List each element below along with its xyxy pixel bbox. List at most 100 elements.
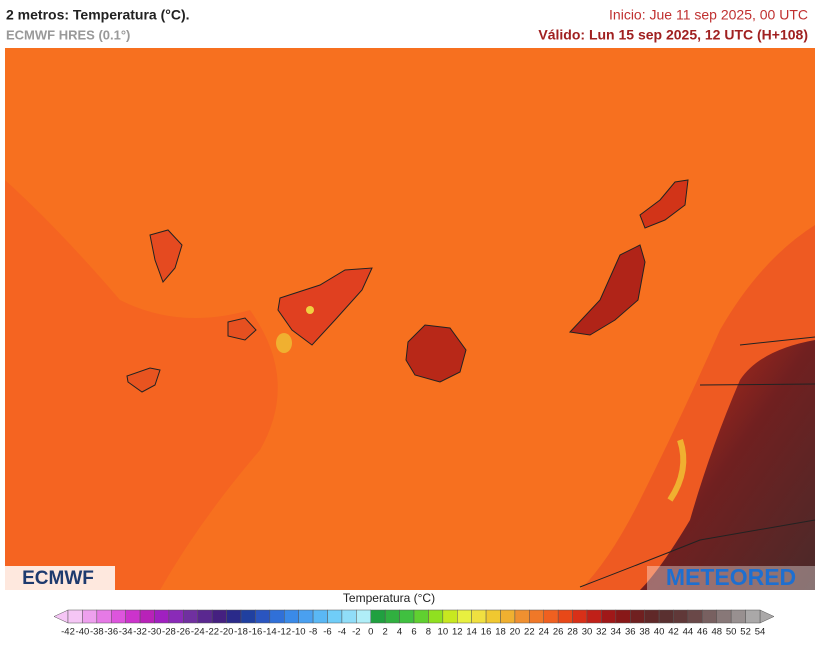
colorbar-tick-label: 28 bbox=[567, 627, 578, 638]
colorbar-cell bbox=[226, 609, 242, 624]
colorbar-tick-label: -20 bbox=[220, 627, 234, 638]
colorbar-cell bbox=[183, 609, 198, 624]
colorbar-cell bbox=[658, 609, 674, 624]
colorbar-tick-label: 6 bbox=[411, 627, 416, 638]
colorbar-cell bbox=[572, 609, 588, 624]
colorbar-tick-label: 14 bbox=[466, 627, 477, 638]
colorbar-tick-label: 42 bbox=[668, 627, 679, 638]
colorbar-tick-label: 0 bbox=[368, 627, 373, 638]
colorbar-tick-label: 34 bbox=[611, 627, 622, 638]
legend-title: Temperatura (°C) bbox=[343, 591, 435, 605]
colorbar-tick-label: 16 bbox=[481, 627, 492, 638]
colorbar-cell bbox=[269, 609, 285, 624]
colorbar-tick-label: 48 bbox=[711, 627, 722, 638]
colorbar-cell bbox=[111, 609, 126, 624]
colorbar-cell bbox=[485, 609, 501, 624]
colorbar-cell bbox=[442, 609, 458, 624]
colorbar-cell bbox=[399, 609, 415, 624]
colorbar-cell bbox=[154, 609, 170, 624]
colorbar-tick-label: 12 bbox=[452, 627, 463, 638]
colorbar-cell bbox=[644, 609, 660, 624]
colorbar-tick-label: 18 bbox=[495, 627, 506, 638]
colorbar-tick-label: 10 bbox=[438, 627, 449, 638]
colorbar-cell bbox=[125, 609, 141, 624]
colorbar-tick-label: -32 bbox=[133, 627, 147, 638]
colorbar-cell bbox=[500, 609, 516, 624]
colorbar-cell bbox=[557, 609, 573, 624]
colorbar-tick-label: -16 bbox=[249, 627, 263, 638]
colorbar-cell bbox=[745, 609, 761, 624]
colorbar-tick-label: 54 bbox=[755, 627, 766, 638]
colorbar-cell bbox=[284, 609, 299, 624]
colorbar-cell bbox=[716, 609, 732, 624]
colorbar-tick-label: 4 bbox=[397, 627, 402, 638]
colorbar-tick-label: 26 bbox=[553, 627, 564, 638]
colorbar-cell bbox=[702, 609, 717, 624]
colorbar-tick-label: -18 bbox=[234, 627, 248, 638]
colorbar-cell bbox=[514, 609, 530, 624]
title: 2 metros: Temperatura (°C). bbox=[6, 7, 190, 23]
colorbar-tick-label: 20 bbox=[510, 627, 521, 638]
valid-time: Válido: Lun 15 sep 2025, 12 UTC (H+108) bbox=[538, 27, 808, 43]
colorbar-tick-label: -6 bbox=[323, 627, 331, 638]
colorbar-tick-label: -26 bbox=[176, 627, 190, 638]
colorbar-cell bbox=[615, 609, 631, 624]
colorbar-tick-label: 44 bbox=[683, 627, 694, 638]
colorbar-cell bbox=[543, 609, 559, 624]
colorbar-tick-label: -40 bbox=[76, 627, 90, 638]
colorbar-cell bbox=[356, 609, 372, 624]
colorbar-cell bbox=[298, 609, 314, 624]
colorbar-cell bbox=[82, 609, 98, 624]
colorbar-cell bbox=[673, 609, 689, 624]
colorbar-tick-label: -12 bbox=[277, 627, 291, 638]
colorbar-cell bbox=[601, 609, 617, 624]
colorbar-tick-label: -42 bbox=[61, 627, 75, 638]
colorbar-tick-label: 36 bbox=[625, 627, 636, 638]
colorbar-cell bbox=[457, 609, 472, 624]
colorbar-tick-label: -30 bbox=[148, 627, 162, 638]
colorbar-cell bbox=[96, 609, 112, 624]
colorbar-tick-label: -8 bbox=[309, 627, 317, 638]
colorbar-tick-label: -34 bbox=[119, 627, 133, 638]
colorbar-tick-label: 22 bbox=[524, 627, 535, 638]
colorbar-tick-label: 24 bbox=[538, 627, 549, 638]
colorbar-cell bbox=[67, 609, 83, 624]
colorbar-cell bbox=[255, 609, 271, 624]
colorbar-tick-label: 32 bbox=[596, 627, 607, 638]
colorbar-cell bbox=[529, 609, 544, 624]
colorbar-tick-label: 2 bbox=[383, 627, 388, 638]
colorbar-cell bbox=[312, 609, 328, 624]
colorbar-tick-label: -38 bbox=[90, 627, 104, 638]
colorbar-cell bbox=[139, 609, 155, 624]
colorbar-cell bbox=[471, 609, 487, 624]
colorbar-cell bbox=[168, 609, 184, 624]
colorbar-end bbox=[759, 609, 775, 624]
colorbar-cell bbox=[428, 609, 444, 624]
colorbar-tick-label: 46 bbox=[697, 627, 708, 638]
colorbar-tick-label: -4 bbox=[338, 627, 346, 638]
colorbar-tick-label: 8 bbox=[426, 627, 431, 638]
subtitle: ECMWF HRES (0.1°) bbox=[6, 27, 130, 42]
colorbar-cell bbox=[327, 609, 343, 624]
colorbar-tick-label: 30 bbox=[582, 627, 593, 638]
colorbar-tick-label: -2 bbox=[352, 627, 360, 638]
colorbar-cell bbox=[586, 609, 602, 624]
colorbar-tick-label: 38 bbox=[639, 627, 650, 638]
colorbar-cell bbox=[197, 609, 213, 624]
colorbar-cell bbox=[240, 609, 256, 624]
meteored-logo: METEORED bbox=[666, 564, 796, 590]
map: ECMWF METEORED bbox=[5, 48, 816, 590]
colorbar-cell bbox=[687, 609, 703, 624]
colorbar-end bbox=[53, 609, 69, 624]
colorbar-cell bbox=[341, 609, 357, 624]
colorbar-tick-label: -36 bbox=[104, 627, 118, 638]
colorbar-tick-label: -22 bbox=[205, 627, 219, 638]
colorbar-tick-label: -28 bbox=[162, 627, 176, 638]
colorbar-tick-label: -10 bbox=[292, 627, 306, 638]
colorbar-cell bbox=[384, 609, 400, 624]
colorbar-tick-label: 50 bbox=[726, 627, 737, 638]
ecmwf-logo: ECMWF bbox=[22, 568, 94, 589]
colorbar-cell bbox=[211, 609, 227, 624]
colorbar-cell bbox=[413, 609, 429, 624]
